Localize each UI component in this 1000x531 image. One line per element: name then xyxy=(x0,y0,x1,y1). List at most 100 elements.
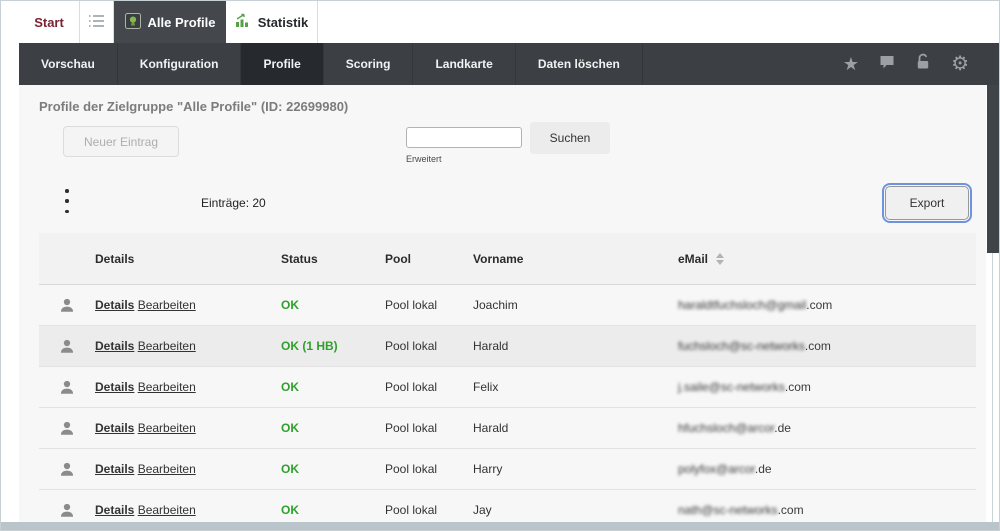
email-tld: .de xyxy=(754,462,772,476)
vorname-cell: Joachim xyxy=(473,298,518,312)
email-cell: nath@sc-networks.com xyxy=(678,503,976,517)
details-link[interactable]: Details xyxy=(95,380,135,394)
divider xyxy=(317,1,318,43)
tab-statistik[interactable]: Statistik xyxy=(226,1,317,43)
status-badge: OK xyxy=(281,462,299,476)
search-input[interactable] xyxy=(406,127,522,148)
sort-asc-icon[interactable] xyxy=(716,253,725,259)
pool-cell: Pool lokal xyxy=(385,339,438,353)
unlock-icon[interactable] xyxy=(915,53,931,75)
edit-link[interactable]: Bearbeiten xyxy=(137,503,196,517)
status-badge: OK xyxy=(281,503,299,517)
scrollbar-track[interactable] xyxy=(992,85,993,522)
email-redacted: j.saile@sc-networks xyxy=(678,380,785,394)
pool-cell: Pool lokal xyxy=(385,503,438,517)
email-tld: .com xyxy=(806,298,833,312)
vorname-cell: Harry xyxy=(473,462,503,476)
advanced-search-link[interactable]: Erweitert xyxy=(406,154,442,164)
table-row[interactable]: Details Bearbeiten OK Pool lokal Jay nat… xyxy=(39,490,976,530)
header-email[interactable]: eMail xyxy=(678,252,976,266)
pool-cell: Pool lokal xyxy=(385,298,438,312)
email-redacted: fuchsloch@sc-networks xyxy=(678,339,805,353)
person-icon xyxy=(39,337,95,355)
export-button[interactable]: Export xyxy=(885,186,969,220)
header-email-label: eMail xyxy=(678,251,709,266)
section-nav: Vorschau Konfiguration Profile Scoring L… xyxy=(19,43,999,85)
header-status[interactable]: Status xyxy=(281,251,318,266)
details-link[interactable]: Details xyxy=(95,462,135,476)
pool-cell: Pool lokal xyxy=(385,462,438,476)
table-row[interactable]: Details Bearbeiten OK Pool lokal Harald … xyxy=(39,408,976,449)
email-redacted: nath@sc-networks xyxy=(678,503,778,517)
nav-label: Konfiguration xyxy=(139,57,219,71)
target-group-icon xyxy=(124,12,141,32)
sort-desc-icon[interactable] xyxy=(716,260,725,266)
details-link[interactable]: Details xyxy=(95,298,135,312)
new-entry-button[interactable]: Neuer Eintrag xyxy=(63,126,179,157)
edit-link[interactable]: Bearbeiten xyxy=(137,339,196,353)
edit-link[interactable]: Bearbeiten xyxy=(137,380,196,394)
comment-icon[interactable] xyxy=(879,54,895,75)
main-content: Profile der Zielgruppe "Alle Profile" (I… xyxy=(19,85,986,522)
tab-statistik-label: Statistik xyxy=(257,14,309,30)
nav-item-landkarte[interactable]: Landkarte xyxy=(413,43,516,85)
email-redacted: polyfox@arcor xyxy=(678,462,755,476)
edit-link[interactable]: Bearbeiten xyxy=(137,421,196,435)
header-vorname[interactable]: Vorname xyxy=(473,251,524,266)
chart-icon xyxy=(235,13,251,31)
tab-start[interactable]: Start xyxy=(19,1,79,43)
search-button[interactable]: Suchen xyxy=(530,122,610,154)
email-cell: polyfox@arcor.de xyxy=(678,462,976,476)
nav-label: Daten löschen xyxy=(537,57,620,71)
tab-alle-profile-label: Alle Profile xyxy=(147,14,216,30)
person-icon xyxy=(39,501,95,519)
nav-label: Vorschau xyxy=(41,57,95,71)
kebab-menu-icon[interactable] xyxy=(59,189,75,213)
email-cell: j.saile@sc-networks.com xyxy=(678,380,976,394)
nav-item-scoring[interactable]: Scoring xyxy=(324,43,414,85)
table-row[interactable]: Details Bearbeiten OK (1 HB) Pool lokal … xyxy=(39,326,976,367)
divider xyxy=(113,1,114,43)
email-redacted: haraldtfuchsloch@gmail xyxy=(678,298,807,312)
scrollbar-thumb[interactable] xyxy=(987,85,999,253)
status-badge: OK xyxy=(281,421,299,435)
list-icon xyxy=(88,13,106,32)
vorname-cell: Felix xyxy=(473,380,499,394)
nav-item-daten-loeschen[interactable]: Daten löschen xyxy=(516,43,643,85)
table-header-row: Details Status Pool Vorname eMail xyxy=(39,233,976,285)
tab-list-button[interactable] xyxy=(80,1,113,43)
nav-label: Profile xyxy=(263,57,301,71)
nav-item-profile[interactable]: Profile xyxy=(241,43,324,85)
gear-icon[interactable]: ⚙ xyxy=(951,53,969,75)
table-row[interactable]: Details Bearbeiten OK Pool lokal Joachim… xyxy=(39,285,976,326)
nav-item-konfiguration[interactable]: Konfiguration xyxy=(118,43,242,85)
details-link[interactable]: Details xyxy=(95,339,135,353)
nav-icon-group: ★ ⚙ xyxy=(843,43,999,85)
edit-link[interactable]: Bearbeiten xyxy=(137,298,196,312)
email-tld: .com xyxy=(804,339,831,353)
email-tld: .com xyxy=(777,503,804,517)
details-link[interactable]: Details xyxy=(95,503,135,517)
person-icon xyxy=(39,296,95,314)
top-tab-bar: Start Alle Profile xyxy=(1,1,999,43)
table-row[interactable]: Details Bearbeiten OK Pool lokal Felix j… xyxy=(39,367,976,408)
nav-label: Landkarte xyxy=(435,57,493,71)
edit-link[interactable]: Bearbeiten xyxy=(137,462,196,476)
email-tld: .com xyxy=(784,380,811,394)
status-badge: OK (1 HB) xyxy=(281,339,338,353)
sort-arrows[interactable] xyxy=(716,253,725,266)
entries-count: Einträge: 20 xyxy=(201,196,266,210)
email-tld: .de xyxy=(774,421,791,435)
header-pool[interactable]: Pool xyxy=(385,251,411,266)
person-icon xyxy=(39,419,95,437)
page-title: Profile der Zielgruppe "Alle Profile" (I… xyxy=(39,99,349,114)
table-row[interactable]: Details Bearbeiten OK Pool lokal Harry p… xyxy=(39,449,976,490)
nav-item-vorschau[interactable]: Vorschau xyxy=(19,43,118,85)
email-cell: hfuchsloch@arcor.de xyxy=(678,421,976,435)
star-icon[interactable]: ★ xyxy=(842,54,860,74)
nav-label: Scoring xyxy=(345,57,391,71)
details-link[interactable]: Details xyxy=(95,421,135,435)
header-details[interactable]: Details xyxy=(95,251,135,266)
tab-alle-profile[interactable]: Alle Profile xyxy=(114,1,226,43)
bottom-scrollbar-strip[interactable] xyxy=(1,522,999,530)
